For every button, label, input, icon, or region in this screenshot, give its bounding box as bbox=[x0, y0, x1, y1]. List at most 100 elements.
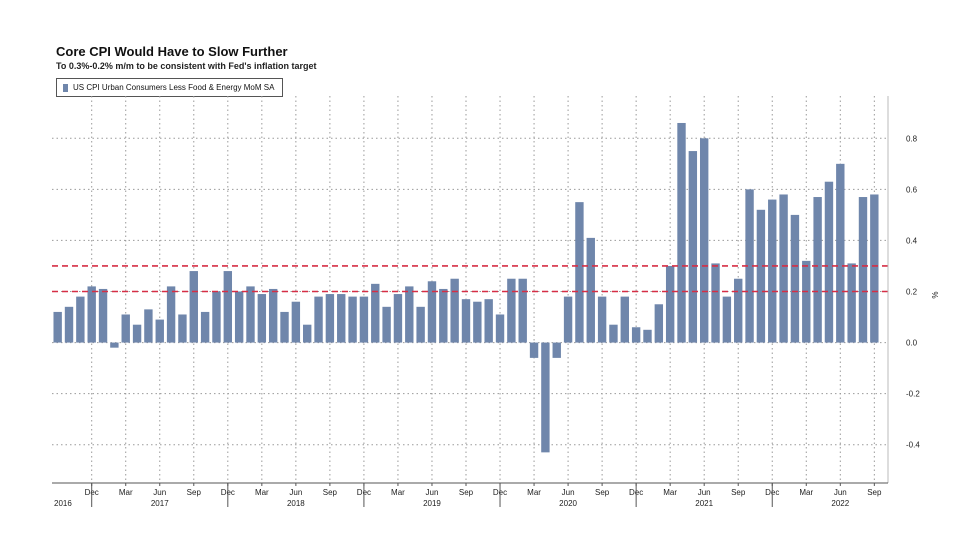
bar bbox=[371, 283, 380, 343]
bar bbox=[756, 209, 766, 343]
bar bbox=[393, 294, 403, 343]
x-tick-label: Mar bbox=[255, 488, 269, 497]
bar bbox=[847, 263, 856, 343]
x-tick-label: Jun bbox=[834, 488, 847, 497]
bar bbox=[155, 319, 164, 343]
year-label: 2021 bbox=[695, 499, 713, 508]
x-tick-label: Jun bbox=[153, 488, 166, 497]
bar bbox=[246, 286, 255, 343]
bar bbox=[518, 278, 527, 343]
bar bbox=[473, 301, 482, 343]
bar bbox=[121, 314, 130, 343]
bar bbox=[110, 342, 119, 348]
bar bbox=[745, 189, 754, 343]
bar bbox=[529, 342, 539, 358]
bar bbox=[450, 278, 459, 343]
x-tick-label: Mar bbox=[391, 488, 405, 497]
bar bbox=[291, 301, 301, 343]
y-tick-label: -0.4 bbox=[906, 441, 920, 450]
bar bbox=[405, 286, 414, 343]
x-tick-label: Mar bbox=[527, 488, 541, 497]
bar bbox=[348, 296, 357, 343]
bar bbox=[314, 296, 323, 343]
bar bbox=[484, 299, 493, 343]
year-label: 2019 bbox=[423, 499, 441, 508]
chart-subtitle: To 0.3%-0.2% m/m to be consistent with F… bbox=[56, 61, 317, 71]
bar bbox=[768, 199, 777, 343]
bar bbox=[665, 265, 675, 343]
y-tick-label: -0.2 bbox=[906, 390, 920, 399]
bar bbox=[699, 138, 709, 343]
bar bbox=[212, 291, 221, 343]
bar bbox=[427, 281, 437, 343]
bar bbox=[870, 194, 879, 343]
bar bbox=[620, 296, 629, 343]
bar bbox=[552, 342, 561, 358]
bar bbox=[303, 324, 312, 343]
bar bbox=[688, 151, 698, 343]
y-tick-label: 0.4 bbox=[906, 236, 918, 245]
x-tick-label: Mar bbox=[663, 488, 677, 497]
bar bbox=[858, 197, 868, 343]
bar bbox=[257, 294, 267, 343]
bar bbox=[98, 288, 108, 343]
bar bbox=[597, 296, 607, 343]
y-tick-label: 0.2 bbox=[906, 288, 918, 297]
bar bbox=[813, 197, 822, 343]
x-tick-label: Jun bbox=[426, 488, 439, 497]
bar bbox=[280, 311, 289, 343]
chart-title: Core CPI Would Have to Slow Further bbox=[56, 44, 288, 59]
bar bbox=[734, 278, 743, 343]
bar bbox=[325, 294, 335, 343]
bars bbox=[53, 122, 879, 453]
bar bbox=[132, 324, 142, 343]
bar bbox=[53, 311, 62, 343]
x-tick-label: Mar bbox=[119, 488, 133, 497]
x-tick-label: Sep bbox=[595, 488, 610, 497]
bar bbox=[802, 260, 811, 343]
x-tick-label: Mar bbox=[799, 488, 813, 497]
bar bbox=[790, 214, 800, 343]
x-tick-label: Jun bbox=[562, 488, 575, 497]
bar bbox=[563, 296, 573, 343]
bar bbox=[711, 263, 720, 343]
x-tick-label: Sep bbox=[867, 488, 882, 497]
y-tick-label: 0.8 bbox=[906, 134, 918, 143]
bar bbox=[223, 271, 233, 343]
year-label: 2022 bbox=[831, 499, 849, 508]
bar bbox=[439, 288, 448, 343]
x-tick-label: Jun bbox=[698, 488, 711, 497]
bar bbox=[200, 311, 210, 343]
bar bbox=[144, 309, 153, 343]
year-label: 2017 bbox=[151, 499, 169, 508]
bar bbox=[654, 304, 664, 343]
y-tick-label: 0.0 bbox=[906, 339, 918, 348]
year-label: 2016 bbox=[54, 499, 72, 508]
year-label: 2020 bbox=[559, 499, 577, 508]
bar bbox=[722, 296, 732, 343]
legend-label: US CPI Urban Consumers Less Food & Energ… bbox=[73, 83, 275, 92]
bar bbox=[643, 329, 652, 343]
bar bbox=[166, 286, 176, 343]
bar bbox=[586, 237, 595, 343]
bar bbox=[507, 278, 516, 343]
legend: US CPI Urban Consumers Less Food & Energ… bbox=[56, 78, 284, 97]
bar bbox=[575, 202, 584, 343]
bar bbox=[87, 286, 96, 343]
bar bbox=[495, 314, 505, 343]
bar bbox=[337, 294, 346, 343]
axes: -0.4-0.20.00.20.40.60.8%Dec Mar Jun Sep Dec M… bbox=[52, 96, 939, 508]
x-tick-label: Sep bbox=[323, 488, 338, 497]
bar bbox=[677, 122, 686, 343]
bar bbox=[234, 291, 244, 343]
bar bbox=[779, 194, 788, 343]
bar bbox=[178, 314, 187, 343]
bar bbox=[541, 342, 550, 453]
year-label: 2018 bbox=[287, 499, 305, 508]
bar bbox=[836, 163, 845, 343]
y-tick-label: 0.6 bbox=[906, 185, 918, 194]
bar bbox=[609, 324, 618, 343]
bar bbox=[268, 288, 278, 343]
bar bbox=[189, 271, 198, 343]
